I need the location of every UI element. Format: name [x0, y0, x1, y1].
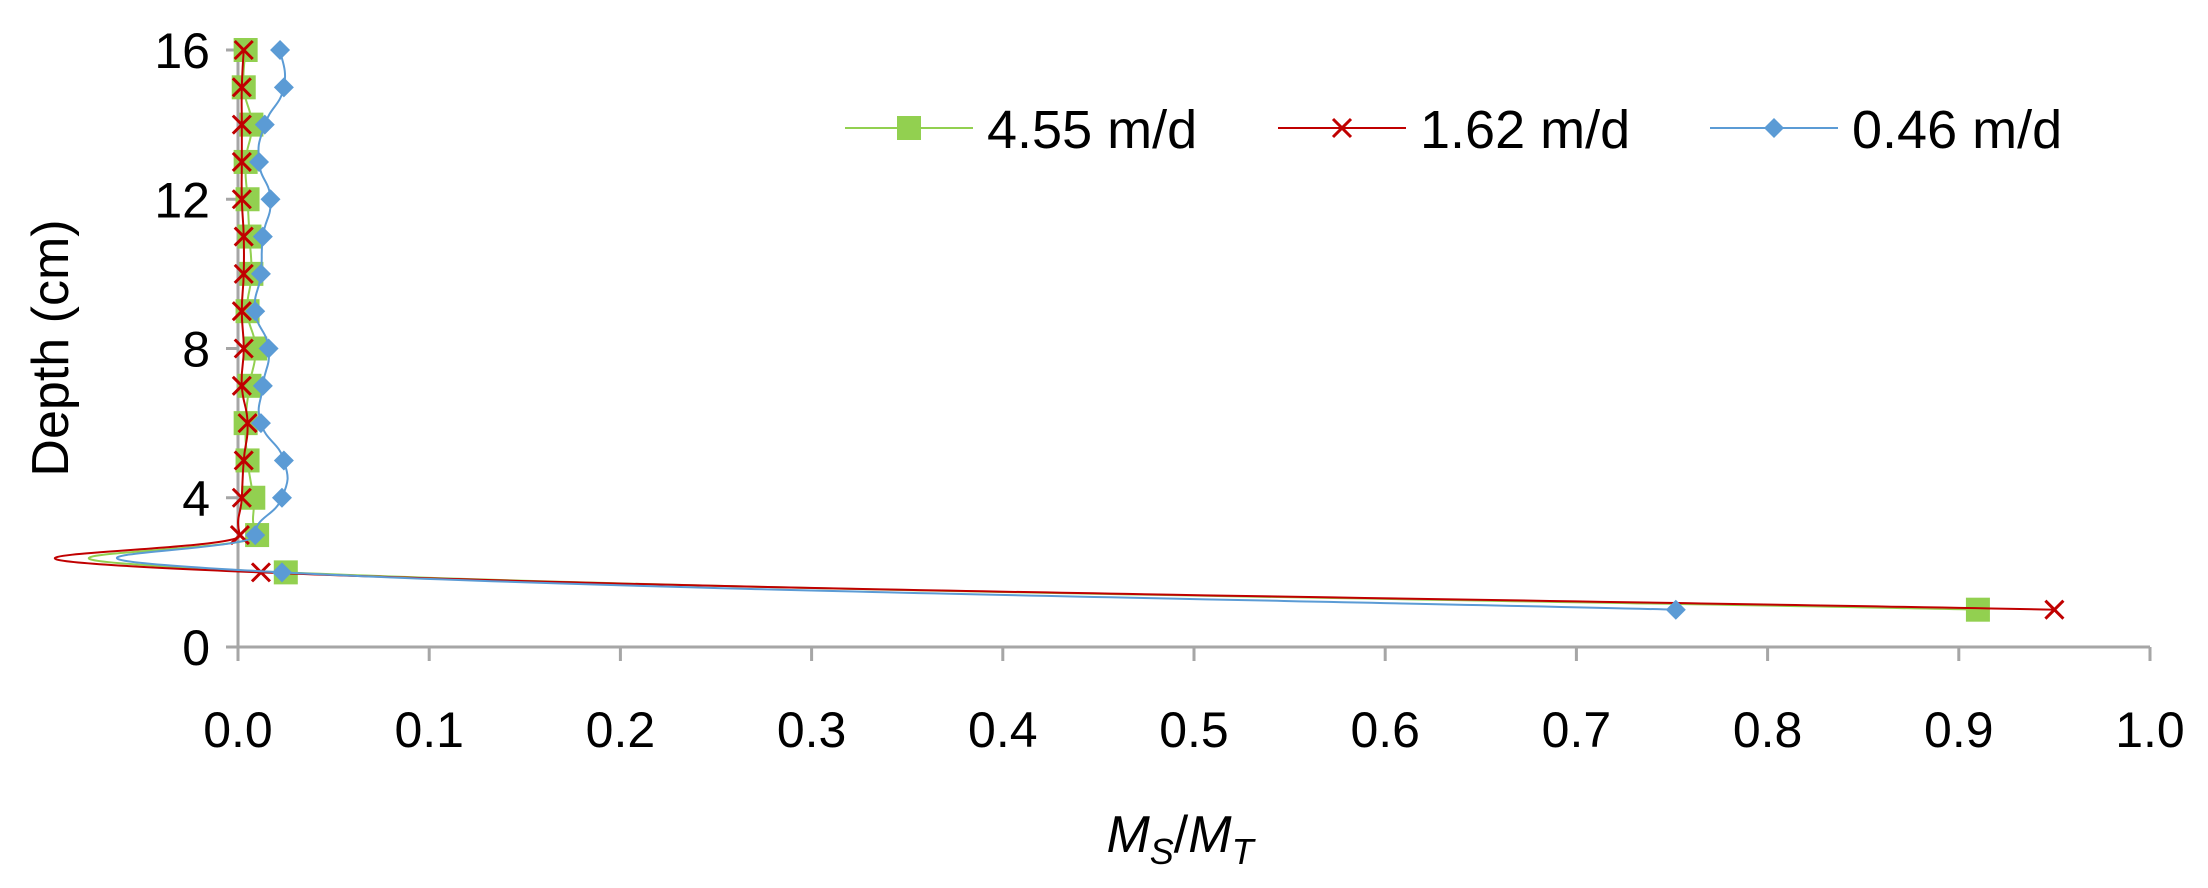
point-1-62-m-d [231, 77, 252, 98]
point-1-62-m-d [233, 450, 254, 471]
x-tick-label: 0.6 [1350, 702, 1420, 758]
point-1-62-m-d [231, 114, 252, 135]
point-1-62-m-d [231, 189, 252, 210]
y-tick-label: 16 [154, 23, 210, 79]
point-0-46-m-d [1665, 599, 1686, 620]
point-1-62-m-d [233, 39, 254, 61]
x-tick-label: 0.0 [203, 702, 273, 758]
point-1-62-m-d [233, 263, 254, 284]
point-1-62-m-d [2044, 599, 2065, 620]
series-1-62-m-d [54, 39, 2065, 620]
series-layer [54, 38, 2065, 622]
point-4-55-m-d [235, 448, 260, 473]
point-0-46-m-d [252, 226, 273, 247]
y-tick-label: 4 [182, 471, 210, 527]
y-tick-label: 8 [182, 322, 210, 378]
legend-swatch-marker [897, 116, 921, 140]
point-1-62-m-d [233, 226, 254, 247]
point-0-46-m-d [254, 114, 275, 135]
point-0-46-m-d [245, 301, 266, 322]
x-tick-label: 0.2 [586, 702, 656, 758]
point-0-46-m-d [250, 413, 271, 434]
point-1-62-m-d [231, 375, 252, 396]
point-0-46-m-d [260, 189, 281, 210]
point-0-46-m-d [271, 487, 292, 508]
y-tick-label: 12 [154, 172, 210, 228]
legend-label: 4.55 m/d [987, 100, 1197, 160]
point-0-46-m-d [271, 562, 292, 583]
point-0-46-m-d [273, 77, 294, 98]
point-0-46-m-d [245, 525, 266, 546]
point-1-62-m-d [233, 338, 254, 359]
legend-item-0-46-m-d: 0.46 m/d [1710, 100, 2062, 160]
series-line-1-62-m-d [54, 49, 2055, 611]
x-tick-label: 0.4 [968, 702, 1038, 758]
point-0-46-m-d [273, 450, 294, 471]
x-tick-label: 0.8 [1733, 702, 1803, 758]
legend: 4.55 m/d 1.62 m/d 0.46 m/d [845, 100, 2062, 160]
x-tick-label: 0.7 [1542, 702, 1612, 758]
series-0-46-m-d [116, 40, 1686, 620]
legend-item-1-62-m-d: 1.62 m/d [1278, 100, 1630, 160]
point-1-62-m-d [231, 151, 252, 172]
x-axis-title-sub2: T [1232, 831, 1257, 872]
x-tick-label: 0.3 [777, 702, 847, 758]
legend-label: 1.62 m/d [1420, 100, 1630, 160]
x-tick-label: 0.1 [394, 702, 464, 758]
legend-swatch-marker [1764, 118, 1784, 138]
x-axis-title-m1: M [1106, 806, 1150, 864]
x-tick-label: 1.0 [2115, 702, 2185, 758]
point-4-55-m-d [241, 485, 266, 510]
point-4-55-m-d [1965, 597, 1990, 622]
x-tick-label: 0.5 [1159, 702, 1229, 758]
x-axis-title-sub1: S [1150, 831, 1174, 872]
legend-swatch-marker [1331, 117, 1353, 139]
point-1-62-m-d [231, 487, 252, 508]
point-4-55-m-d [235, 187, 260, 212]
point-0-46-m-d [249, 151, 270, 172]
x-axis-title-m2: M [1188, 806, 1232, 864]
point-1-62-m-d [237, 413, 258, 434]
x-axis-title-sep: / [1174, 806, 1189, 864]
point-0-46-m-d [258, 338, 279, 359]
y-axis-title: Depth (cm) [22, 219, 80, 476]
x-tick-label: 0.9 [1924, 702, 1994, 758]
axes: 0.0 0.1 0.2 0.3 0.4 0.5 0.6 0.7 0.8 0.9 1.0 0 4 8 12 16 [154, 23, 2184, 758]
legend-label: 0.46 m/d [1852, 100, 2062, 160]
point-0-46-m-d [252, 375, 273, 396]
y-tick-label: 0 [182, 620, 210, 676]
x-axis-title: MS/MT [1106, 806, 1256, 872]
point-1-62-m-d [231, 301, 252, 322]
point-1-62-m-d [250, 562, 272, 583]
point-4-55-m-d [237, 373, 262, 398]
point-0-46-m-d [270, 40, 291, 60]
legend-item-4-55-m-d: 4.55 m/d [845, 100, 1197, 160]
point-0-46-m-d [250, 263, 271, 284]
